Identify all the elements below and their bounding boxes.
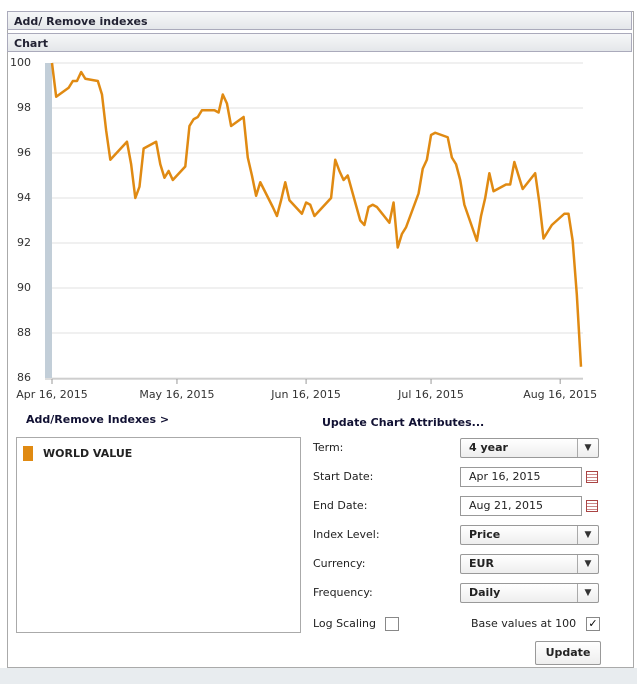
field-label: End Date: [313, 499, 368, 512]
scroll-strip [45, 63, 52, 378]
plot-background [52, 63, 582, 378]
legend-box [16, 437, 301, 633]
footer-strip [0, 668, 637, 684]
x-tick-label: Aug 16, 2015 [523, 388, 597, 401]
y-tick-label: 86 [17, 371, 31, 384]
select-arrow[interactable]: ▼ [577, 526, 598, 544]
select[interactable]: Daily ▼ [460, 583, 599, 603]
y-tick-label: 98 [17, 101, 31, 114]
field-label: Frequency: [313, 586, 373, 599]
calendar-icon[interactable] [586, 500, 598, 512]
date-input[interactable]: Apr 16, 2015 [460, 467, 582, 487]
field-label: Term: [313, 441, 344, 454]
select-arrow[interactable]: ▼ [577, 439, 598, 457]
y-tick-label: 90 [17, 281, 31, 294]
field-label: Start Date: [313, 470, 374, 483]
x-tick-label: Jun 16, 2015 [270, 388, 341, 401]
series-line [50, 62, 583, 367]
base-values-checkbox[interactable]: ✓ [586, 617, 600, 631]
log-scaling-label: Log Scaling [313, 617, 376, 630]
chart: 86 88 90 92 94 96 98 100 Apr 16, 2015 May 16, 201… [10, 56, 597, 401]
indexes-link[interactable]: Add/Remove Indexes > [26, 413, 170, 426]
chart-panel-title: Chart [7, 33, 632, 52]
select[interactable]: EUR ▼ [460, 554, 599, 574]
select-arrow[interactable]: ▼ [577, 555, 598, 573]
form-title: Update Chart Attributes... [322, 416, 485, 429]
log-scaling-checkbox[interactable] [385, 617, 399, 631]
y-tick-label: 92 [17, 236, 31, 249]
field-label: Index Level: [313, 528, 380, 541]
update-button[interactable]: Update [535, 641, 601, 665]
y-tick-label: 94 [17, 191, 31, 204]
date-input[interactable]: Aug 21, 2015 [460, 496, 582, 516]
x-tick-label: Apr 16, 2015 [16, 388, 88, 401]
x-tick-label: Jul 16, 2015 [397, 388, 464, 401]
y-tick-label: 96 [17, 146, 31, 159]
header-title: Add/ Remove indexes [7, 11, 632, 30]
x-tick-label: May 16, 2015 [139, 388, 214, 401]
select-arrow[interactable]: ▼ [577, 584, 598, 602]
select[interactable]: Price ▼ [460, 525, 599, 545]
field-label: Currency: [313, 557, 366, 570]
calendar-icon[interactable] [586, 471, 598, 483]
base-values-label: Base values at 100 [471, 617, 577, 630]
select[interactable]: 4 year ▼ [460, 438, 599, 458]
legend-label: WORLD VALUE [43, 447, 133, 460]
y-tick-label: 88 [17, 326, 31, 339]
legend-swatch [23, 446, 33, 461]
y-tick-label: 100 [10, 56, 31, 69]
